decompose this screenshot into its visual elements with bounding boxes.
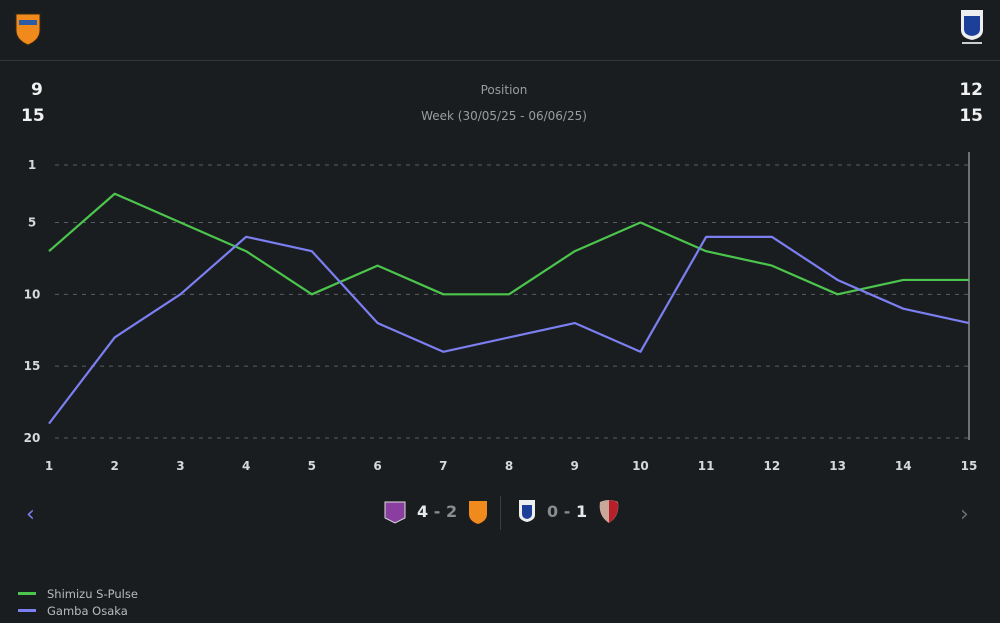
- data-point: [310, 249, 314, 253]
- y-tick-label: 15: [24, 359, 41, 373]
- match-2-score: 0 - 1: [547, 501, 588, 521]
- match-divider: [500, 496, 501, 530]
- y-tick-label: 20: [24, 431, 41, 445]
- x-tick-label: 12: [764, 459, 781, 473]
- series-line-gamba: [48, 235, 970, 425]
- legend: Shimizu S-Pulse Gamba Osaka: [18, 585, 138, 619]
- data-point: [836, 278, 840, 282]
- data-point: [704, 235, 708, 239]
- home-position: 9: [31, 80, 43, 100]
- chart-title: Position: [480, 83, 528, 97]
- x-tick-label: 11: [698, 459, 715, 473]
- y-tick-label: 10: [24, 287, 41, 301]
- home-week: 15: [21, 106, 45, 126]
- data-point: [244, 235, 248, 239]
- away-position: 12: [959, 80, 983, 100]
- cerezo-osaka-crest-icon: [384, 501, 406, 524]
- data-point: [376, 321, 380, 325]
- x-tick-label: 1: [45, 459, 53, 473]
- top-bar: [0, 0, 1000, 61]
- x-tick-label: 7: [439, 459, 447, 473]
- data-point: [441, 292, 445, 296]
- data-point: [113, 335, 117, 339]
- legend-item-gamba[interactable]: Gamba Osaka: [18, 602, 138, 619]
- data-point: [310, 292, 314, 296]
- week-range: Week (30/05/25 - 06/06/25): [421, 109, 587, 123]
- x-tick-label: 4: [242, 459, 250, 473]
- data-point: [507, 335, 511, 339]
- shimizu-crest-icon: [15, 13, 41, 46]
- data-point: [376, 264, 380, 268]
- data-point: [704, 249, 708, 253]
- gamba-crest-icon: [519, 500, 535, 522]
- data-point: [967, 321, 971, 325]
- x-tick-label: 13: [829, 459, 846, 473]
- data-point: [507, 292, 511, 296]
- data-point: [441, 350, 445, 354]
- data-point: [573, 321, 577, 325]
- x-tick-label: 2: [111, 459, 119, 473]
- x-tick-label: 14: [895, 459, 912, 473]
- data-point: [770, 235, 774, 239]
- match-1-score: 4 - 2: [417, 501, 458, 521]
- data-point: [47, 249, 51, 253]
- data-point: [638, 220, 642, 224]
- data-point: [178, 220, 182, 224]
- match-1[interactable]: 4 - 2: [383, 498, 489, 524]
- prev-week-button[interactable]: ‹: [26, 502, 35, 527]
- y-tick-label: 5: [28, 215, 36, 229]
- legend-item-shimizu[interactable]: Shimizu S-Pulse: [18, 585, 138, 602]
- match-2[interactable]: 0 - 1: [517, 498, 621, 524]
- next-week-button[interactable]: ›: [960, 502, 969, 527]
- data-point: [836, 292, 840, 296]
- data-point: [573, 249, 577, 253]
- data-point: [901, 307, 905, 311]
- x-tick-label: 3: [176, 459, 184, 473]
- x-tick-label: 9: [571, 459, 579, 473]
- x-tick-label: 5: [308, 459, 316, 473]
- data-point: [113, 192, 117, 196]
- x-tick-label: 15: [961, 459, 978, 473]
- x-tick-label: 8: [505, 459, 513, 473]
- data-point: [770, 264, 774, 268]
- data-point: [47, 422, 51, 426]
- series-line-shimizu: [48, 192, 969, 296]
- data-point: [178, 292, 182, 296]
- data-point: [638, 350, 642, 354]
- shimizu-crest-icon: [469, 501, 488, 524]
- kashima-crest-icon: [599, 500, 619, 523]
- data-point: [967, 278, 971, 282]
- away-week: 15: [959, 106, 983, 126]
- data-point: [901, 278, 905, 282]
- gamba-crest-icon: [961, 10, 983, 44]
- data-point: [244, 249, 248, 253]
- x-tick-label: 6: [373, 459, 381, 473]
- x-tick-label: 10: [632, 459, 649, 473]
- y-tick-label: 1: [28, 158, 36, 172]
